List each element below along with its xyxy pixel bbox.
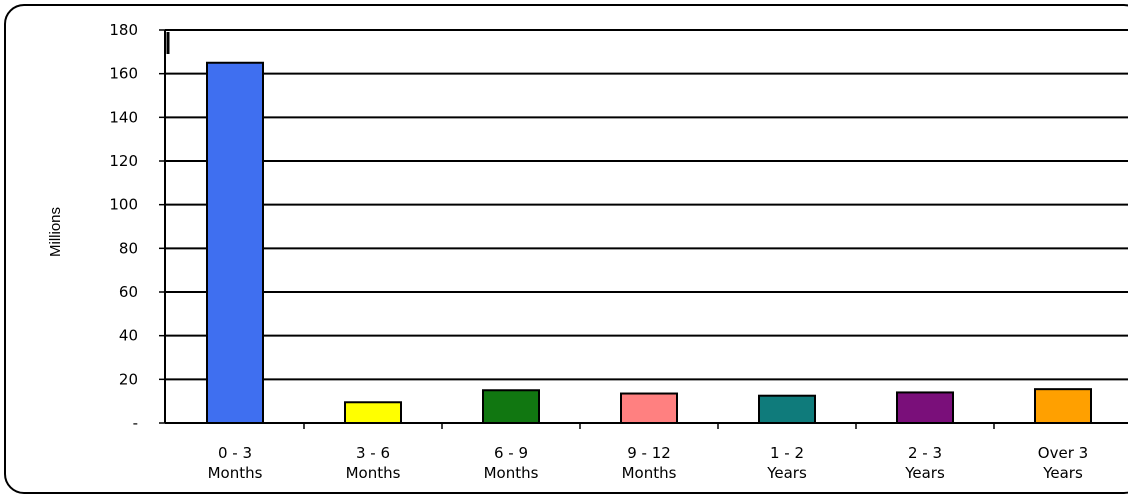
bar [1034,388,1092,424]
x-category-label: Years [1042,464,1083,482]
bar [620,392,678,424]
x-category-label: Months [208,464,263,482]
bar [896,391,954,424]
bar [482,389,540,424]
x-category-label: Months [484,464,539,482]
x-category-label: Years [904,464,945,482]
y-tick-label: 60 [119,283,138,301]
y-axis-label: Millions [47,207,64,257]
x-category-label: Months [622,464,677,482]
y-tick-labels: - 20 40 60 80 100 120 140 160 180 [109,21,138,432]
x-category-label: 9 - 12 [627,444,671,462]
x-category-label: 2 - 3 [908,444,942,462]
x-category-label: 0 - 3 [218,444,252,462]
y-tick-label: 160 [109,65,138,83]
x-category-label: 6 - 9 [494,444,528,462]
gridlines [165,29,1128,381]
x-category-label: Years [766,464,807,482]
y-tick-label: 180 [109,21,138,39]
x-category-label: Months [346,464,401,482]
bar [206,61,264,424]
x-category-labels: 0 - 3 Months 3 - 6 Months 6 - 9 Months 9 - 12 M… [208,444,1089,482]
y-tick-label: 140 [109,108,138,126]
y-tick-label: 120 [109,152,138,170]
bars [206,61,1092,425]
y-tick-label: - [133,414,138,432]
axes [159,29,1128,429]
x-category-label: 3 - 6 [356,444,390,462]
y-tick-label: 20 [119,370,138,388]
y-tick-label: 80 [119,239,138,257]
bar [758,394,816,425]
bar [344,401,402,424]
y-tick-label: 40 [119,327,138,345]
x-category-label: Over 3 [1038,444,1088,462]
x-category-label: 1 - 2 [770,444,804,462]
y-tick-label: 100 [109,196,138,214]
